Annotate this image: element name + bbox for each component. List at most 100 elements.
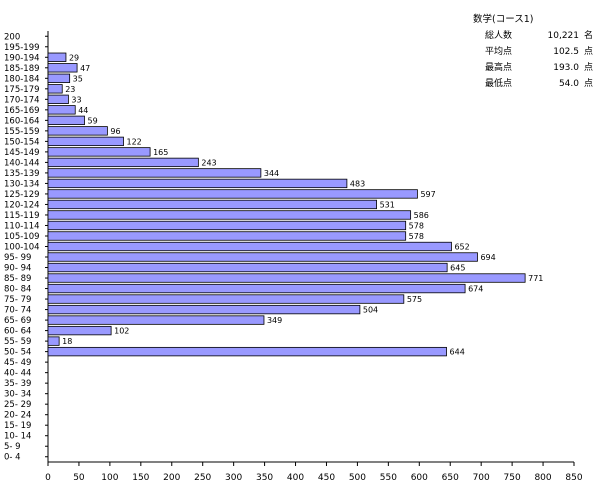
summary-row-max: 最高点 193.0 点: [473, 60, 593, 76]
y-tick-label: 150-154: [4, 137, 40, 147]
bar: [47, 52, 67, 62]
summary-unit: 点: [584, 63, 594, 73]
y-tick-label: 35- 39: [4, 379, 31, 389]
y-tick-label: 195-199: [4, 43, 40, 53]
bar-value-label: 652: [454, 243, 469, 252]
y-tick-label: 200: [4, 32, 20, 42]
bar: [47, 126, 108, 136]
summary-panel: 数学(コース1) 総人数 10,221 名 平均点 102.5 点 最高点 19…: [473, 12, 593, 92]
bar-value-label: 44: [78, 106, 88, 115]
bar-value-label: 771: [528, 274, 543, 283]
y-tick-label: 140-144: [4, 158, 40, 168]
x-tick-label: 400: [287, 473, 304, 483]
y-tick-label: 100-104: [4, 243, 40, 253]
bar: [47, 178, 348, 189]
y-tick-label: 120-124: [4, 200, 40, 210]
bar: [47, 63, 78, 73]
x-tick-label: 500: [349, 473, 366, 483]
y-tick-label: 15- 19: [4, 421, 31, 431]
bar: [47, 189, 418, 199]
y-tick-label: 55- 59: [4, 337, 31, 347]
summary-value: 193.0: [553, 63, 579, 73]
bar-value-label: 243: [201, 158, 216, 167]
bar-value-label: 578: [409, 221, 424, 230]
bar: [47, 273, 526, 283]
y-tick-label: 115-119: [4, 211, 40, 221]
y-tick-label: 125-129: [4, 190, 40, 200]
bar-value-label: 35: [73, 74, 83, 83]
bar: [47, 157, 199, 168]
bar: [47, 252, 478, 262]
x-tick-label: 350: [256, 473, 273, 483]
summary-row-min: 最低点 54.0 点: [473, 76, 593, 92]
bar: [47, 73, 71, 83]
summary-label: 総人数: [485, 31, 513, 41]
bar-value-label: 531: [380, 200, 395, 209]
y-tick-label: 65- 69: [4, 316, 31, 326]
bar: [47, 325, 112, 336]
bar: [47, 315, 265, 325]
x-tick-label: 800: [534, 473, 551, 483]
y-tick-label: 85- 89: [4, 274, 31, 284]
y-tick-label: 0- 4: [4, 453, 21, 463]
bar: [47, 262, 448, 273]
bar-value-label: 18: [62, 337, 72, 346]
y-tick-label: 155-159: [4, 127, 40, 137]
bar: [47, 84, 63, 94]
y-tick-label: 90- 94: [4, 264, 31, 274]
y-tick-label: 20- 24: [4, 411, 31, 421]
bar-value-label: 29: [69, 53, 79, 62]
x-tick-label: 250: [194, 473, 211, 483]
x-tick-label: 600: [411, 473, 428, 483]
bar-value-label: 597: [420, 190, 435, 199]
bar: [47, 304, 361, 315]
summary-label: 最低点: [485, 79, 513, 89]
x-tick-label: 850: [565, 473, 582, 483]
summary-label: 平均点: [485, 47, 513, 57]
bar-value-label: 59: [88, 116, 98, 125]
x-tick-label: 550: [380, 473, 397, 483]
y-tick-label: 180-184: [4, 74, 40, 84]
bar-value-label: 578: [409, 232, 424, 241]
y-tick-label: 10- 14: [4, 432, 31, 442]
bar: [47, 168, 262, 178]
bar-value-label: 349: [267, 316, 282, 325]
bar-value-label: 674: [468, 285, 483, 294]
summary-unit: 名: [584, 31, 594, 41]
y-tick-label: 40- 44: [4, 369, 31, 379]
bar-value-label: 96: [110, 127, 120, 136]
bar-value-label: 47: [80, 64, 90, 73]
bar: [47, 346, 447, 357]
y-tick-label: 95- 99: [4, 253, 31, 263]
y-tick-label: 145-149: [4, 148, 40, 158]
y-tick-label: 175-179: [4, 85, 40, 95]
y-tick-label: 5- 9: [4, 442, 21, 452]
bar-value-label: 344: [264, 169, 279, 178]
bar-value-label: 645: [450, 264, 465, 273]
y-tick-label: 60- 64: [4, 327, 31, 337]
x-tick-label: 200: [163, 473, 180, 483]
y-tick-label: 135-139: [4, 169, 40, 179]
bar: [47, 136, 124, 147]
bar: [47, 220, 407, 231]
bar: [47, 336, 60, 346]
x-tick-label: 700: [473, 473, 490, 483]
y-tick-label: 170-174: [4, 95, 40, 105]
y-tick-label: 110-114: [4, 221, 40, 231]
bar-value-label: 102: [114, 327, 129, 336]
bar-value-label: 483: [350, 179, 365, 188]
bar-value-label: 586: [414, 211, 429, 220]
bar: [47, 210, 412, 220]
y-tick-label: 50- 54: [4, 348, 31, 358]
summary-unit: 点: [584, 47, 594, 57]
bar: [47, 283, 466, 294]
x-tick-label: 300: [225, 473, 242, 483]
bar-value-label: 122: [126, 137, 141, 146]
y-tick-label: 105-109: [4, 232, 40, 242]
y-tick-label: 165-169: [4, 106, 40, 116]
y-tick-label: 185-189: [4, 64, 40, 74]
bar: [47, 147, 151, 157]
y-tick-label: 45- 49: [4, 358, 31, 368]
summary-value: 102.5: [553, 47, 579, 57]
x-tick-label: 50: [73, 473, 85, 483]
